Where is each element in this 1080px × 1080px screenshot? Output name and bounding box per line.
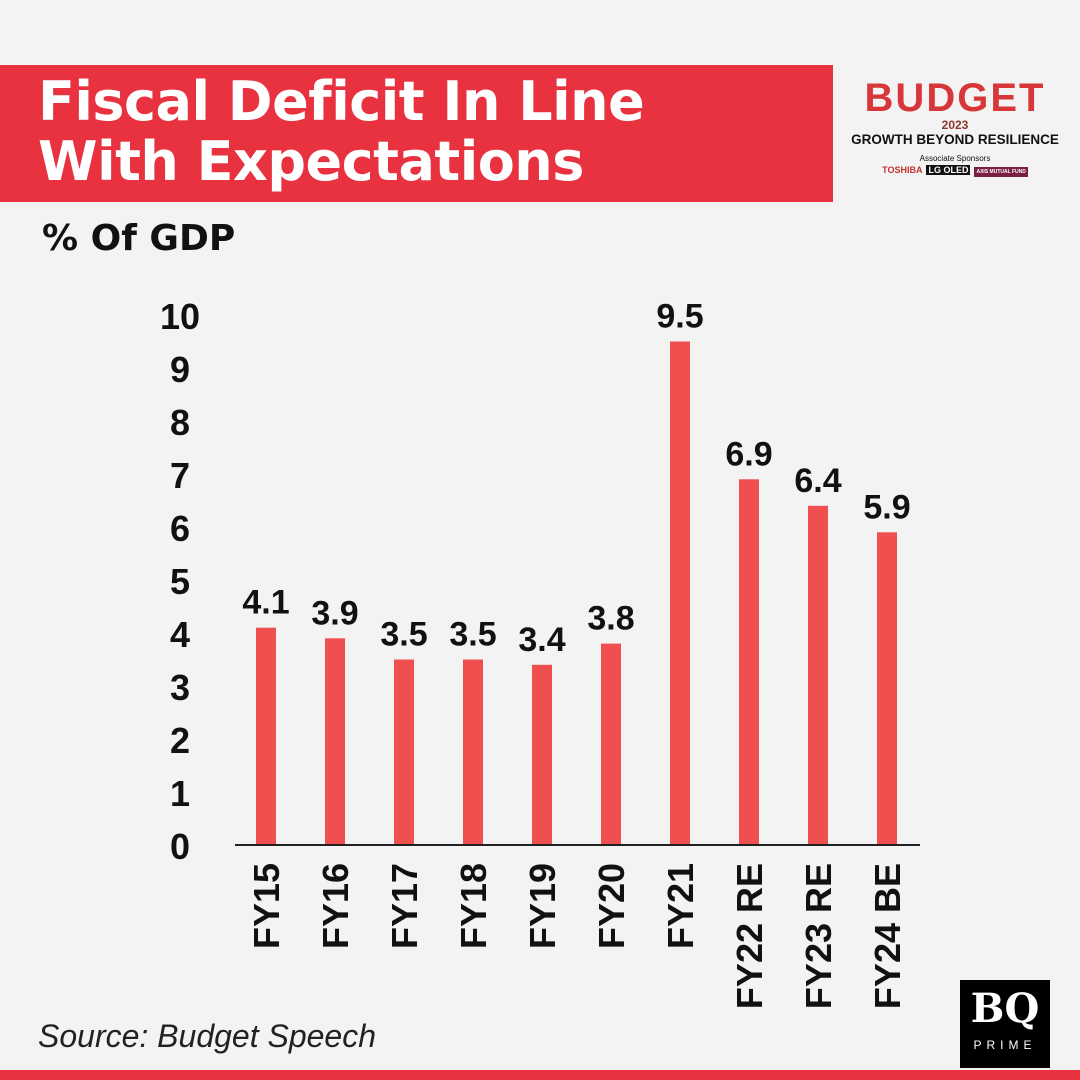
y-tick-label: 0: [170, 826, 190, 867]
bar: [325, 638, 345, 845]
x-tick-label: FY17: [384, 863, 425, 949]
bar: [601, 643, 621, 845]
y-tick-label: 2: [170, 720, 190, 761]
bar: [670, 341, 690, 845]
sponsor-lg: LG OLED: [926, 165, 971, 175]
sponsor-axis: AXIS MUTUAL FUND: [974, 167, 1028, 177]
data-label: 3.5: [380, 616, 427, 654]
bar: [532, 664, 552, 845]
title-line-2: With Expectations: [38, 130, 584, 193]
x-tick-label: FY16: [315, 863, 356, 949]
chart-subtitle: % Of GDP: [42, 218, 236, 259]
x-tick-label: FY21: [660, 863, 701, 949]
bq-wordmark: BQ: [970, 985, 1040, 1032]
associate-label: Associate Sponsors: [919, 154, 991, 163]
data-label: 9.5: [656, 298, 703, 336]
y-tick-label: 8: [170, 402, 190, 443]
y-tick-label: 5: [170, 561, 190, 602]
x-tick-label: FY22 RE: [729, 863, 770, 1009]
bar: [463, 659, 483, 845]
data-label: 4.1: [242, 584, 289, 622]
title-line-1: Fiscal Deficit In Line: [38, 70, 645, 133]
source-note: Source: Budget Speech: [38, 1018, 377, 1054]
budget-logo: BUDGET 2023 GROWTH BEYOND RESILIENCE Ass…: [845, 76, 1065, 177]
data-label: 6.4: [794, 462, 841, 500]
chart-title: Fiscal Deficit In Line With Expectations: [38, 70, 645, 193]
title-band: [0, 65, 833, 202]
prime-wordmark: PRIME: [973, 1038, 1037, 1052]
data-label: 3.9: [311, 594, 358, 632]
x-tick-label: FY15: [246, 863, 287, 949]
data-label: 3.5: [449, 616, 496, 654]
x-tick-label: FY19: [522, 863, 563, 949]
x-tick-label: FY18: [453, 863, 494, 949]
data-label: 6.9: [725, 435, 772, 473]
bar: [256, 627, 276, 845]
bq-prime-logo: BQ PRIME: [960, 980, 1050, 1068]
bar: [877, 532, 897, 845]
bar: [808, 505, 828, 845]
y-tick-label: 1: [170, 773, 190, 814]
data-label: 3.4: [518, 621, 565, 659]
tagline: GROWTH BEYOND RESILIENCE: [851, 132, 1059, 147]
y-tick-label: 4: [170, 614, 190, 655]
x-tick-label: FY23 RE: [798, 863, 839, 1009]
bar: [394, 659, 414, 845]
x-tick-label: FY20: [591, 863, 632, 949]
y-tick-label: 6: [170, 508, 190, 549]
y-tick-label: 3: [170, 667, 190, 708]
budget-year: 2023: [941, 118, 969, 132]
footer-bar: [0, 1070, 1080, 1080]
bar: [739, 479, 759, 845]
y-tick-label: 10: [160, 296, 200, 337]
y-tick-label: 9: [170, 349, 190, 390]
sponsor-toshiba: TOSHIBA: [882, 165, 923, 175]
x-tick-label: FY24 BE: [867, 863, 908, 1009]
y-tick-label: 7: [170, 455, 190, 496]
data-label: 3.8: [587, 600, 634, 638]
data-label: 5.9: [863, 488, 910, 526]
budget-wordmark: BUDGET: [864, 76, 1046, 120]
